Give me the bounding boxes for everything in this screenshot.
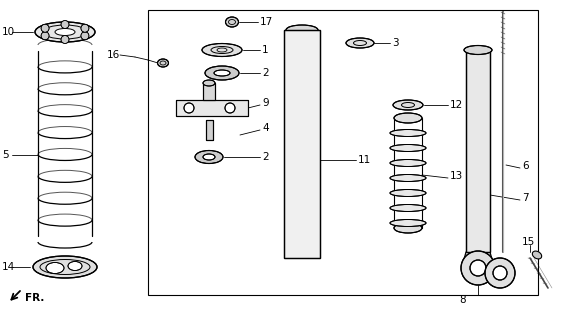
Text: 8: 8 [459, 295, 466, 305]
Ellipse shape [390, 130, 426, 137]
Ellipse shape [390, 220, 426, 227]
Circle shape [461, 251, 495, 285]
Text: 2: 2 [262, 68, 269, 78]
Text: 4: 4 [262, 123, 269, 133]
Text: 13: 13 [450, 171, 463, 181]
Ellipse shape [390, 159, 426, 166]
Ellipse shape [286, 25, 318, 35]
Text: 14: 14 [2, 262, 15, 272]
Text: 12: 12 [450, 100, 463, 110]
Ellipse shape [214, 70, 230, 76]
Text: 15: 15 [522, 237, 535, 247]
Text: 7: 7 [522, 193, 529, 203]
Ellipse shape [203, 80, 215, 86]
Bar [203, 83, 215, 100]
Text: 16: 16 [107, 50, 120, 60]
Ellipse shape [390, 204, 426, 212]
Bar [203, 83, 215, 100]
Bar [284, 30, 320, 258]
Bar [284, 30, 320, 258]
Text: 9: 9 [262, 98, 269, 108]
Circle shape [81, 24, 89, 32]
Text: 5: 5 [2, 150, 9, 160]
Ellipse shape [533, 251, 542, 259]
Ellipse shape [55, 28, 75, 36]
Text: 17: 17 [260, 17, 273, 27]
Ellipse shape [394, 223, 422, 233]
Bar [148, 10, 538, 295]
Circle shape [41, 32, 49, 40]
Circle shape [41, 24, 49, 32]
Circle shape [470, 260, 486, 276]
Bar [206, 120, 213, 140]
Ellipse shape [68, 261, 82, 270]
Ellipse shape [195, 150, 223, 164]
Bar [466, 50, 490, 252]
Text: 2: 2 [262, 152, 269, 162]
Ellipse shape [205, 66, 239, 80]
Ellipse shape [202, 44, 242, 57]
Circle shape [225, 103, 235, 113]
Circle shape [61, 36, 69, 44]
Text: 6: 6 [522, 161, 529, 171]
Circle shape [184, 103, 194, 113]
Ellipse shape [390, 174, 426, 181]
Ellipse shape [158, 59, 168, 67]
Text: 3: 3 [392, 38, 399, 48]
Ellipse shape [394, 113, 422, 123]
Bar [176, 100, 248, 116]
Text: FR.: FR. [25, 293, 44, 303]
Ellipse shape [390, 189, 426, 196]
Ellipse shape [35, 22, 95, 42]
Circle shape [485, 258, 515, 288]
Ellipse shape [464, 45, 492, 54]
Ellipse shape [203, 154, 215, 160]
Ellipse shape [390, 145, 426, 151]
Circle shape [493, 266, 507, 280]
Circle shape [61, 20, 69, 28]
Ellipse shape [33, 256, 97, 278]
Ellipse shape [226, 17, 238, 27]
Text: 1: 1 [262, 45, 269, 55]
Ellipse shape [46, 262, 64, 274]
Bar [176, 100, 248, 116]
Bar [466, 50, 490, 252]
Text: 11: 11 [358, 155, 371, 165]
Bar [206, 120, 213, 140]
Text: 10: 10 [2, 27, 15, 37]
Ellipse shape [346, 38, 374, 48]
Circle shape [81, 32, 89, 40]
Ellipse shape [393, 100, 423, 110]
